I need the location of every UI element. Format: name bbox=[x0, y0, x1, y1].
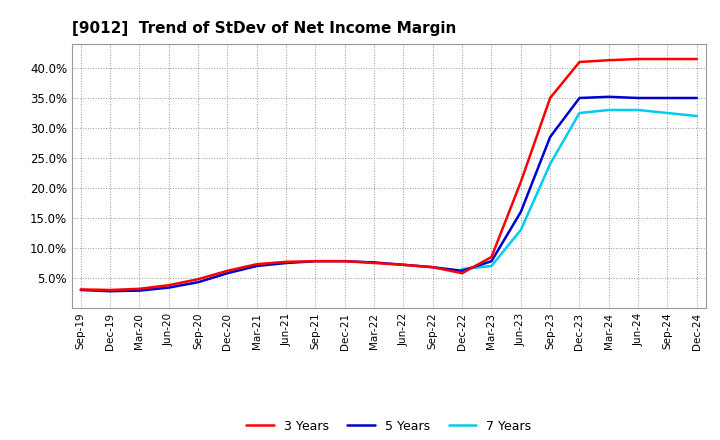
Line: 3 Years: 3 Years bbox=[81, 59, 697, 290]
5 Years bbox=[487, 259, 496, 264]
5 Years bbox=[311, 259, 320, 264]
3 Years bbox=[164, 282, 173, 288]
3 Years bbox=[341, 259, 349, 264]
Text: [9012]  Trend of StDev of Net Income Margin: [9012] Trend of StDev of Net Income Marg… bbox=[72, 21, 456, 36]
3 Years bbox=[194, 277, 202, 282]
Line: 7 Years: 7 Years bbox=[462, 110, 697, 269]
5 Years bbox=[223, 271, 232, 276]
5 Years bbox=[605, 94, 613, 99]
3 Years bbox=[663, 56, 672, 62]
3 Years bbox=[634, 56, 642, 62]
3 Years bbox=[76, 287, 85, 292]
7 Years bbox=[634, 107, 642, 113]
5 Years bbox=[282, 260, 290, 266]
3 Years bbox=[253, 261, 261, 267]
7 Years bbox=[546, 161, 554, 167]
7 Years bbox=[693, 114, 701, 119]
5 Years bbox=[370, 260, 379, 265]
3 Years bbox=[106, 287, 114, 293]
3 Years bbox=[605, 58, 613, 63]
3 Years bbox=[487, 254, 496, 260]
7 Years bbox=[516, 227, 525, 233]
5 Years bbox=[693, 95, 701, 101]
5 Years bbox=[428, 264, 437, 270]
3 Years bbox=[282, 259, 290, 264]
Legend: 3 Years, 5 Years, 7 Years: 3 Years, 5 Years, 7 Years bbox=[241, 414, 536, 437]
5 Years bbox=[575, 95, 584, 101]
5 Years bbox=[76, 287, 85, 293]
3 Years bbox=[311, 259, 320, 264]
7 Years bbox=[458, 266, 467, 271]
3 Years bbox=[370, 260, 379, 266]
7 Years bbox=[487, 264, 496, 269]
5 Years bbox=[458, 268, 467, 273]
3 Years bbox=[399, 262, 408, 268]
3 Years bbox=[575, 59, 584, 65]
5 Years bbox=[399, 262, 408, 268]
5 Years bbox=[341, 259, 349, 264]
3 Years bbox=[135, 286, 144, 291]
7 Years bbox=[663, 110, 672, 116]
3 Years bbox=[546, 95, 554, 101]
7 Years bbox=[605, 107, 613, 113]
3 Years bbox=[693, 56, 701, 62]
5 Years bbox=[253, 264, 261, 269]
3 Years bbox=[223, 268, 232, 273]
5 Years bbox=[663, 95, 672, 101]
5 Years bbox=[546, 134, 554, 139]
5 Years bbox=[164, 285, 173, 290]
5 Years bbox=[516, 209, 525, 215]
5 Years bbox=[194, 279, 202, 285]
5 Years bbox=[634, 95, 642, 101]
Line: 5 Years: 5 Years bbox=[81, 97, 697, 291]
7 Years bbox=[575, 110, 584, 116]
3 Years bbox=[516, 180, 525, 185]
3 Years bbox=[428, 264, 437, 270]
5 Years bbox=[135, 288, 144, 293]
3 Years bbox=[458, 271, 467, 276]
5 Years bbox=[106, 289, 114, 294]
